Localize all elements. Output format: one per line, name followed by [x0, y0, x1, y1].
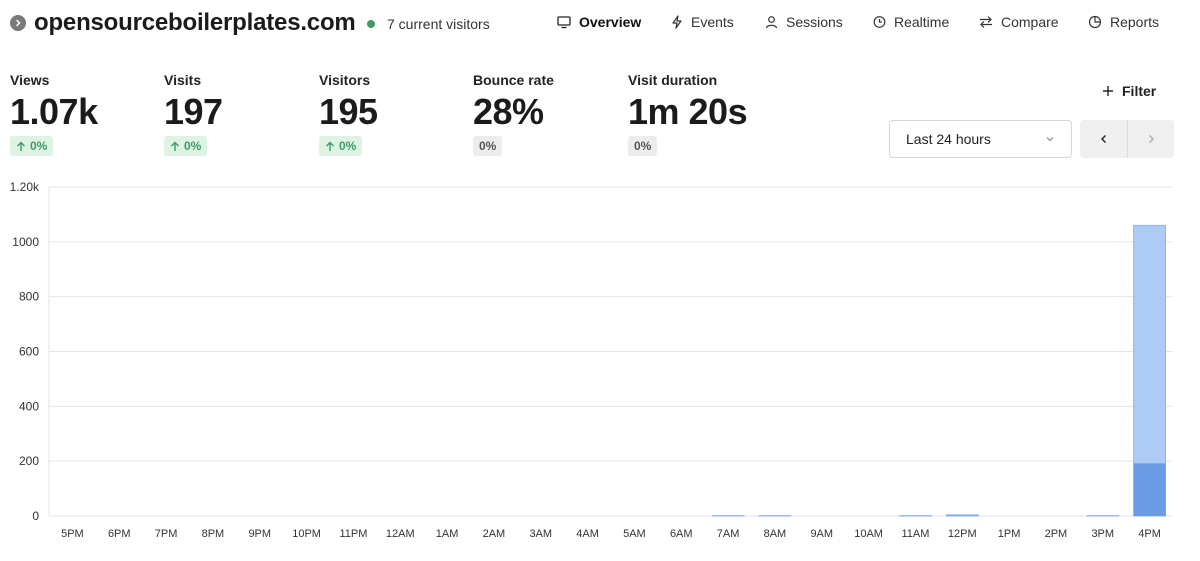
y-tick-label: 600: [19, 345, 39, 359]
nav-reports[interactable]: Reports: [1088, 14, 1159, 30]
metric-visits-change: 0%: [164, 136, 208, 156]
date-range-select[interactable]: Last 24 hours: [889, 120, 1072, 158]
metric-visit-duration-value: 1m 20s: [628, 91, 748, 132]
pageviews-chart: 0 200 400 600 800 1000 1.20k 5PM 6PM 7PM 8PM 9PM 10P…: [10, 180, 1173, 540]
pie-chart-icon: [1088, 15, 1102, 29]
nav-compare[interactable]: Compare: [979, 14, 1059, 30]
current-visitors[interactable]: 7 current visitors: [367, 16, 490, 32]
x-tick-label: 8PM: [202, 528, 225, 540]
x-tick-label: 11AM: [901, 528, 929, 540]
previous-period-button[interactable]: [1080, 120, 1127, 158]
x-tick-label: 7PM: [155, 528, 178, 540]
metric-bounce-rate[interactable]: Bounce rate 28% 0%: [473, 72, 554, 156]
x-tick-label: 9PM: [248, 528, 271, 540]
x-tick-label: 4PM: [1138, 528, 1161, 540]
site-selector[interactable]: opensourceboilerplates.com: [10, 9, 356, 37]
metric-visitors-label: Visitors: [319, 72, 371, 88]
clock-icon: [873, 16, 886, 28]
x-tick-label: 10PM: [292, 528, 321, 540]
x-tick-label: 1AM: [436, 528, 459, 540]
x-tick-label: 2AM: [483, 528, 506, 540]
arrows-swap-icon: [980, 16, 992, 28]
x-tick-label: 2PM: [1045, 528, 1068, 540]
nav-compare-label: Compare: [1001, 14, 1059, 30]
y-tick-label: 800: [19, 290, 39, 304]
plus-icon: [1103, 86, 1113, 96]
arrow-up-icon: [326, 141, 334, 151]
x-tick-label: 11PM: [339, 528, 367, 540]
metric-visitors-change: 0%: [319, 136, 363, 156]
nav-events-label: Events: [691, 14, 734, 30]
nav-overview-label: Overview: [579, 14, 642, 30]
lightning-icon: [672, 15, 682, 29]
x-tick-label: 10AM: [854, 528, 883, 540]
arrow-up-icon: [17, 141, 25, 151]
x-tick-label: 12AM: [386, 528, 415, 540]
main-nav: Overview Events Sessions Realtime Compar…: [0, 14, 1200, 36]
y-tick-label: 1000: [12, 235, 39, 249]
metric-visits[interactable]: Visits 197 0%: [164, 72, 223, 157]
monitor-icon: [557, 16, 571, 29]
x-tick-label: 1PM: [998, 528, 1021, 540]
metric-visit-duration-label: Visit duration: [628, 72, 718, 88]
metric-visitors[interactable]: Visitors 195 0%: [319, 72, 378, 157]
nav-overview[interactable]: Overview: [557, 14, 641, 30]
filter-button[interactable]: Filter: [1102, 83, 1156, 99]
chevron-right-icon: [1149, 135, 1154, 143]
chevron-left-icon: [1100, 135, 1106, 143]
x-tick-label: 5AM: [623, 528, 646, 540]
metric-visit-duration-change: 0%: [628, 136, 658, 156]
metric-views-label: Views: [10, 72, 50, 88]
metric-bounce-rate-label: Bounce rate: [473, 72, 554, 88]
date-range-value: Last 24 hours: [906, 131, 991, 147]
next-period-button[interactable]: [1127, 120, 1174, 158]
metric-bounce-rate-value: 28%: [473, 91, 544, 132]
nav-realtime-label: Realtime: [894, 14, 950, 30]
metric-visit-duration[interactable]: Visit duration 1m 20s 0%: [628, 72, 748, 156]
metric-bounce-rate-change: 0%: [473, 136, 503, 156]
x-tick-label: 7AM: [717, 528, 740, 540]
date-nav: [1080, 120, 1174, 158]
nav-sessions[interactable]: Sessions: [765, 14, 843, 30]
user-icon: [765, 16, 778, 29]
x-tick-label: 3AM: [529, 528, 552, 540]
metric-views-value: 1.07k: [10, 91, 98, 132]
metric-visits-value: 197: [164, 91, 223, 132]
nav-events[interactable]: Events: [671, 14, 734, 30]
bar-visitors[interactable]: [1133, 463, 1166, 516]
site-name: opensourceboilerplates.com: [34, 9, 356, 36]
x-tick-label: 3PM: [1091, 528, 1114, 540]
chevron-down-icon: [1046, 137, 1054, 142]
x-tick-label: 6PM: [108, 528, 131, 540]
metric-views-change: 0%: [10, 136, 54, 156]
x-tick-label: 9AM: [810, 528, 833, 540]
x-tick-label: 6AM: [670, 528, 693, 540]
live-dot-icon: [367, 20, 375, 28]
y-tick-label: 1.20k: [10, 180, 40, 194]
x-tick-label: 4AM: [576, 528, 599, 540]
bar-visitors[interactable]: [946, 515, 979, 516]
metric-visitors-change-text: 0%: [339, 139, 357, 153]
y-tick-label: 400: [19, 399, 39, 413]
header: opensourceboilerplates.com 7 current vis…: [0, 0, 1200, 50]
x-tick-label: 8AM: [764, 528, 787, 540]
nav-realtime[interactable]: Realtime: [873, 14, 949, 30]
y-tick-label: 0: [32, 509, 39, 523]
metric-visitors-value: 195: [319, 91, 378, 132]
nav-sessions-label: Sessions: [786, 14, 843, 30]
nav-reports-label: Reports: [1110, 14, 1160, 30]
y-tick-label: 200: [19, 454, 39, 468]
x-tick-label: 12PM: [948, 528, 977, 540]
x-tick-label: 5PM: [61, 528, 84, 540]
metric-views-change-text: 0%: [30, 139, 48, 153]
arrow-up-icon: [171, 141, 179, 151]
metric-visits-change-text: 0%: [184, 139, 202, 153]
metric-visits-label: Visits: [164, 72, 202, 88]
chevron-right-icon: [10, 15, 26, 31]
metric-views[interactable]: Views 1.07k 0%: [10, 72, 98, 157]
current-visitors-label: 7 current visitors: [387, 16, 490, 32]
filter-label: Filter: [1122, 83, 1157, 99]
